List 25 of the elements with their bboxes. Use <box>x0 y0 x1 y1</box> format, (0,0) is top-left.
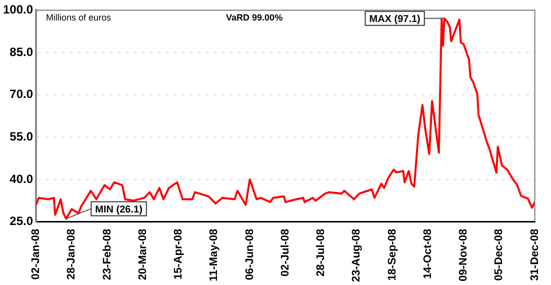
x-tick-label: 14-Oct-08 <box>422 228 434 279</box>
x-tick-label: 23-Aug-08 <box>350 228 363 282</box>
x-tick-label: 23-Feb-08 <box>101 228 114 280</box>
x-tick-label: 28-Jan-08 <box>66 228 78 280</box>
x-tick-label: 20-Mar-08 <box>136 228 149 280</box>
y-tick-label: 25.0 <box>10 214 34 228</box>
x-tick-label: 31-Dec-08 <box>528 228 541 281</box>
x-tick-label: 06-Jun-08 <box>244 228 256 280</box>
x-tick-label: 28-Jul-08 <box>315 228 328 277</box>
y-tick-label: 55.0 <box>10 129 34 144</box>
annotation: Millions of euros <box>46 12 112 23</box>
x-tick-label: 02-Jul-08 <box>279 228 292 277</box>
annotation: MAX (97.1) <box>369 14 420 26</box>
y-tick-label: 85.0 <box>10 44 34 59</box>
annotation: VaRD 99.00% <box>226 12 283 23</box>
x-tick-label: 15-Apr-08 <box>172 228 185 280</box>
y-tick-label: 70.0 <box>10 87 34 102</box>
x-tick-label: 02-Jan-08 <box>30 228 42 280</box>
x-tick-label: 09-Nov-08 <box>458 228 470 282</box>
x-tick-label: 05-Dec-08 <box>493 228 506 281</box>
y-tick-label: 100.0 <box>3 2 34 17</box>
x-tick-label: 11-May-08 <box>208 228 220 282</box>
x-tick-label: 18-Sep-08 <box>386 228 398 281</box>
annotation: MIN (26.1) <box>95 204 142 216</box>
y-tick-label: 40.0 <box>10 172 34 186</box>
